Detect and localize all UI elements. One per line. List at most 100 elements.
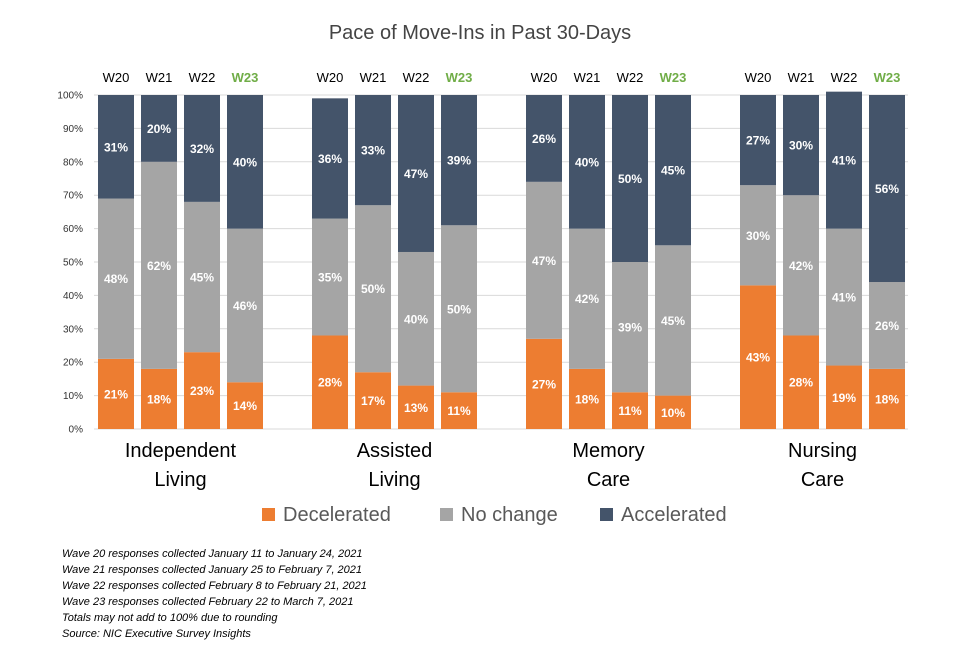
bar-segment-decelerated: [612, 392, 648, 429]
bar-segment-decelerated: [227, 382, 263, 429]
bar-segment-no-change: [869, 282, 905, 369]
bar-segment-decelerated: [441, 392, 477, 429]
wave-label: W23: [660, 70, 687, 85]
bar-value-label: 42%: [575, 292, 599, 306]
bar-segment-accelerated: [398, 95, 434, 252]
legend-label: No change: [461, 504, 558, 526]
bar-segment-accelerated: [526, 95, 562, 182]
bar-segment-no-change: [398, 251, 434, 386]
footnote-rounding: Totals may not add to 100% due to roundi…: [62, 612, 278, 624]
footnote-wave-22: Wave 22 responses collected February 8 t…: [62, 580, 367, 592]
bar-segment-decelerated: [184, 352, 220, 429]
bar-value-label: 50%: [618, 172, 642, 186]
bar-segment-no-change: [312, 218, 348, 336]
bar-value-label: 11%: [447, 404, 471, 418]
bar-segment-no-change: [569, 228, 605, 369]
wave-label: W20: [317, 70, 344, 85]
wave-label: W22: [831, 70, 858, 85]
bar-value-label: 40%: [404, 312, 428, 326]
bar-value-label: 33%: [361, 144, 385, 158]
bar-segment-decelerated: [355, 372, 391, 429]
bar-segment-no-change: [184, 201, 220, 353]
bar-value-label: 40%: [575, 155, 599, 169]
bar-segment-accelerated: [312, 98, 348, 219]
wave-label: W21: [788, 70, 815, 85]
bar-value-label: 26%: [875, 319, 899, 333]
bar-value-label: 36%: [318, 152, 342, 166]
bar-segment-no-change: [826, 228, 862, 366]
bar-segment-no-change: [355, 205, 391, 373]
wave-label: W22: [403, 70, 430, 85]
legend-label: Decelerated: [283, 504, 391, 526]
bar-segment-accelerated: [740, 95, 776, 186]
bar-value-label: 20%: [147, 122, 171, 136]
footnote-wave-20: Wave 20 responses collected January 11 t…: [62, 548, 363, 560]
bar-value-label: 43%: [746, 351, 770, 365]
bar-segment-accelerated: [869, 95, 905, 283]
bar-segment-no-change: [441, 225, 477, 393]
category-label-line2: Living: [154, 469, 206, 491]
chart-title: Pace of Move-Ins in Past 30-Days: [328, 22, 632, 44]
bar-segment-decelerated: [312, 335, 348, 429]
bar-segment-no-change: [783, 195, 819, 336]
y-tick-label: 40%: [63, 291, 83, 302]
bar-segment-no-change: [740, 185, 776, 286]
bar-segment-no-change: [141, 161, 177, 369]
category-label-line1: Memory: [572, 440, 644, 462]
bar-segment-no-change: [612, 262, 648, 393]
bar-value-label: 35%: [318, 271, 342, 285]
bar-value-label: 27%: [746, 134, 770, 148]
bar-segment-accelerated: [569, 95, 605, 229]
bar-segment-decelerated: [141, 368, 177, 429]
bar-value-label: 45%: [661, 314, 685, 328]
bar-value-label: 39%: [618, 321, 642, 335]
bar-value-label: 21%: [104, 387, 128, 401]
bar-segment-accelerated: [184, 95, 220, 202]
bar-value-label: 40%: [233, 155, 257, 169]
bar-value-label: 41%: [832, 154, 856, 168]
bar-segment-decelerated: [783, 335, 819, 429]
bar-segment-accelerated: [655, 95, 691, 246]
bar-value-label: 50%: [447, 302, 471, 316]
bar-value-label: 62%: [147, 259, 171, 273]
bar-value-label: 41%: [832, 291, 856, 305]
wave-label: W22: [189, 70, 216, 85]
y-tick-label: 0%: [69, 425, 84, 436]
bar-segment-decelerated: [655, 395, 691, 429]
bar-value-label: 47%: [404, 167, 428, 181]
bar-value-label: 45%: [661, 164, 685, 178]
bar-segment-accelerated: [441, 95, 477, 226]
bar-segment-decelerated: [569, 368, 605, 429]
bar-value-label: 18%: [147, 392, 171, 406]
wave-label: W21: [360, 70, 387, 85]
bar-segment-decelerated: [826, 365, 862, 429]
bar-value-label: 13%: [404, 401, 428, 415]
bar-value-label: 42%: [789, 259, 813, 273]
legend-label: Accelerated: [621, 504, 727, 526]
footnotes: Wave 20 responses collected January 11 t…: [62, 546, 367, 642]
wave-label: W20: [745, 70, 772, 85]
wave-label: W20: [103, 70, 130, 85]
y-tick-label: 90%: [63, 124, 83, 135]
bar-value-label: 47%: [532, 254, 556, 268]
bar-segment-decelerated: [398, 385, 434, 429]
wave-label: W21: [574, 70, 601, 85]
y-tick-label: 100%: [57, 91, 83, 102]
bar-value-label: 32%: [190, 142, 214, 156]
y-tick-label: 20%: [63, 358, 83, 369]
footnote-source: Source: NIC Executive Survey Insights: [62, 628, 251, 640]
bar-value-label: 48%: [104, 272, 128, 286]
bar-segment-accelerated: [826, 91, 862, 229]
y-tick-label: 50%: [63, 258, 83, 269]
bar-segment-no-change: [655, 245, 691, 396]
bar-value-label: 17%: [361, 394, 385, 408]
bar-segment-accelerated: [141, 95, 177, 162]
y-tick-label: 60%: [63, 224, 83, 235]
wave-label: W23: [874, 70, 901, 85]
bar-value-label: 18%: [575, 392, 599, 406]
legend-swatch: [600, 508, 613, 521]
bar-value-label: 10%: [661, 406, 685, 420]
category-label-line2: Care: [801, 469, 844, 491]
y-tick-label: 10%: [63, 391, 83, 402]
